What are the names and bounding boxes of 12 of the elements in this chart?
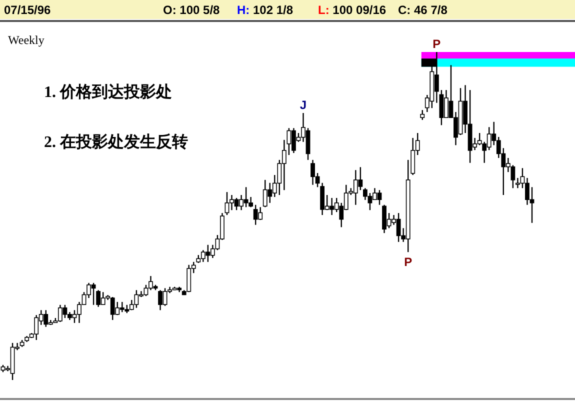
chart-title: Weekly — [8, 33, 44, 47]
text: 07/15/96 — [4, 3, 52, 17]
annotation: 2. 在投影处发生反转 — [44, 133, 188, 151]
annotation: J — [300, 98, 307, 112]
text: O: 100 5/8 — [163, 3, 220, 17]
text: H: 102 1/8 — [237, 3, 294, 17]
annotation: P — [432, 37, 441, 51]
candlestick — [420, 109, 425, 120]
text: L: 100 09/16 — [318, 3, 386, 17]
text: C: 46 7/8 — [398, 3, 448, 17]
annotation: P — [404, 255, 412, 270]
annotation: 1. 价格到达投影处 — [44, 83, 172, 101]
